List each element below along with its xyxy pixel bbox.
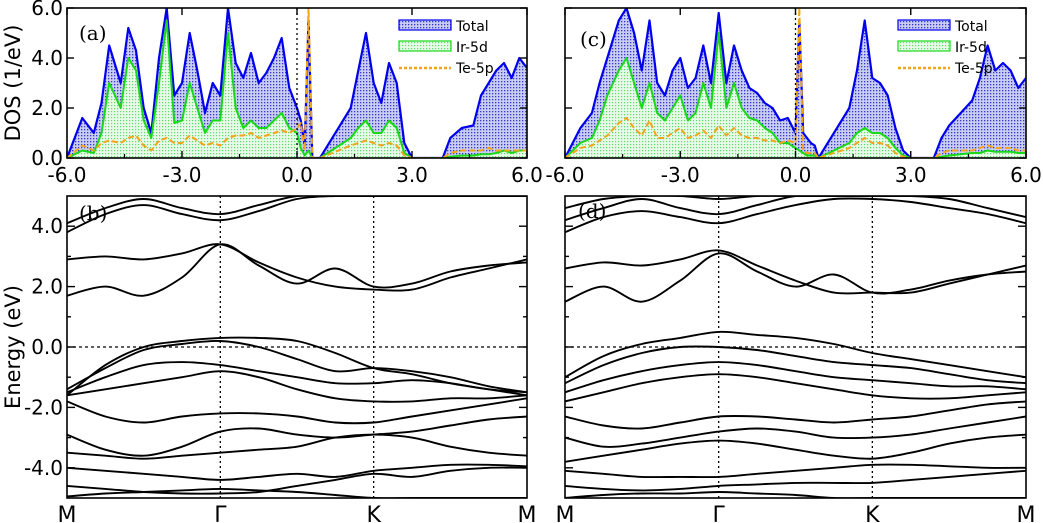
bands-b-band	[67, 415, 527, 457]
bands-b-band	[67, 243, 527, 297]
dos-a-legend-swatch	[398, 19, 452, 31]
dos-a-ytick-label: 4.0	[31, 46, 63, 70]
dos-a-legend-swatch	[398, 40, 452, 52]
bands-d-band	[565, 249, 1026, 295]
dos-a-te-5p-line	[67, 8, 527, 158]
bands-b-kpoint-label: M	[518, 503, 537, 523]
bands-d-band	[565, 415, 1026, 448]
dos-a-xtick-label: -6.0	[47, 163, 86, 187]
bands-d-kpoint-label: Γ	[713, 503, 726, 523]
bands-b-ytick-label: 0.0	[31, 335, 63, 359]
bands-b-band	[67, 463, 527, 481]
dos-c-ir-5d-area	[565, 33, 1026, 158]
bands-d-band	[565, 345, 1026, 385]
panel-label-c: (c)	[580, 27, 607, 51]
dos-a-legend-label: Te-5p	[455, 61, 494, 77]
dos-panel-a: -6.0 -3.0 0.0 3.0 6.0 0.0 2.0 4.0 6.0 (a) DOS (1…	[1, 0, 543, 187]
bands-d-band	[565, 196, 1026, 210]
bands-b-kpoint-label: K	[366, 503, 381, 523]
dos-c-xtick-label: 0.0	[780, 163, 812, 187]
bands-b-band	[67, 336, 527, 397]
dos-a-ytick-label: 2.0	[31, 96, 63, 120]
bands-d-kpoint-label: M	[1017, 503, 1036, 523]
bands-b-ytick-label: -2.0	[24, 395, 63, 419]
dos-c-legend-swatch	[897, 19, 951, 31]
dos-c-legend-label: Ir-5d	[955, 40, 987, 56]
dos-c-xtick-label: -6.0	[545, 163, 584, 187]
bands-b-kpoint-label: M	[58, 503, 77, 523]
dos-a-legend-label: Ir-5d	[456, 40, 488, 56]
bands-b-ytick-label: -4.0	[24, 456, 63, 480]
legend-c: Total Ir-5d Te-5p	[897, 19, 993, 77]
bands-b-ytick-label: 4.0	[31, 214, 63, 238]
dos-c-xtick-label: -3.0	[661, 163, 700, 187]
bands-b-band	[67, 339, 527, 394]
dos-c-xtick-label: 6.0	[1010, 163, 1042, 187]
dos-a-xtick-label: 6.0	[511, 163, 543, 187]
bands-b-band	[67, 196, 527, 225]
band-panel-d: M Γ K M (d)	[556, 195, 1036, 523]
bands-d-kpoint-label: K	[865, 503, 880, 523]
bands-b-band	[67, 196, 527, 234]
bands-d-band	[565, 433, 1026, 463]
dos-panel-c: -6.0 -3.0 0.0 3.0 6.0 (c) Total Ir-5d Te-5p	[545, 7, 1042, 187]
band-panel-b: M Γ K M -4.0 -2.0 0.0 2.0 4.0 (b) Energy (eV)	[1, 195, 536, 523]
dos-c-legend-label: Total	[954, 19, 988, 35]
dos-a-ytick-label: 0.0	[31, 146, 63, 170]
bands-b-band	[67, 466, 527, 495]
dos-c-legend-swatch	[897, 40, 951, 52]
bands-b-band	[67, 433, 527, 460]
bands-b-band	[67, 370, 527, 403]
bands-d-band	[565, 469, 1026, 492]
dos-a-xtick-label: 3.0	[396, 163, 428, 187]
bands-d-band	[565, 197, 1026, 234]
bands-b-ytick-label: 2.0	[31, 275, 63, 299]
bands-d-band	[565, 361, 1026, 394]
bands-d-band	[565, 330, 1026, 379]
dos-c-legend-label: Te-5p	[954, 61, 993, 77]
dos-a-legend-label: Total	[455, 19, 489, 35]
panel-label-b: (b)	[79, 201, 107, 225]
dos-y-axis-label: DOS (1/eV)	[1, 25, 25, 142]
bands-d-band	[565, 373, 1026, 403]
panel-label-a: (a)	[79, 21, 107, 45]
bands-d-band	[565, 252, 1026, 303]
panel-label-d: (d)	[578, 199, 606, 223]
bands-b-band	[67, 361, 527, 394]
bands-d-band	[565, 463, 1026, 479]
bands-b-band	[67, 487, 527, 498]
bands-d-band	[565, 491, 1026, 498]
bands-d-kpoint-label: M	[556, 503, 575, 523]
dos-c-te-5p-line	[565, 8, 1026, 158]
bands-b-band	[67, 243, 527, 292]
bands-d-band	[565, 196, 1026, 222]
dos-c-xtick-label: 3.0	[895, 163, 927, 187]
dos-a-xtick-label: 0.0	[281, 163, 313, 187]
bands-b-band	[67, 397, 527, 425]
energy-y-axis-label: Energy (eV)	[1, 285, 25, 409]
bands-d-band	[565, 400, 1026, 430]
bands-b-kpoint-label: Γ	[214, 503, 227, 523]
dos-a-ytick-label: 6.0	[31, 0, 63, 20]
dos-a-xtick-label: -3.0	[162, 163, 201, 187]
legend-a: Total Ir-5d Te-5p	[398, 19, 494, 77]
dos-a-ir-5d-area	[67, 20, 527, 158]
